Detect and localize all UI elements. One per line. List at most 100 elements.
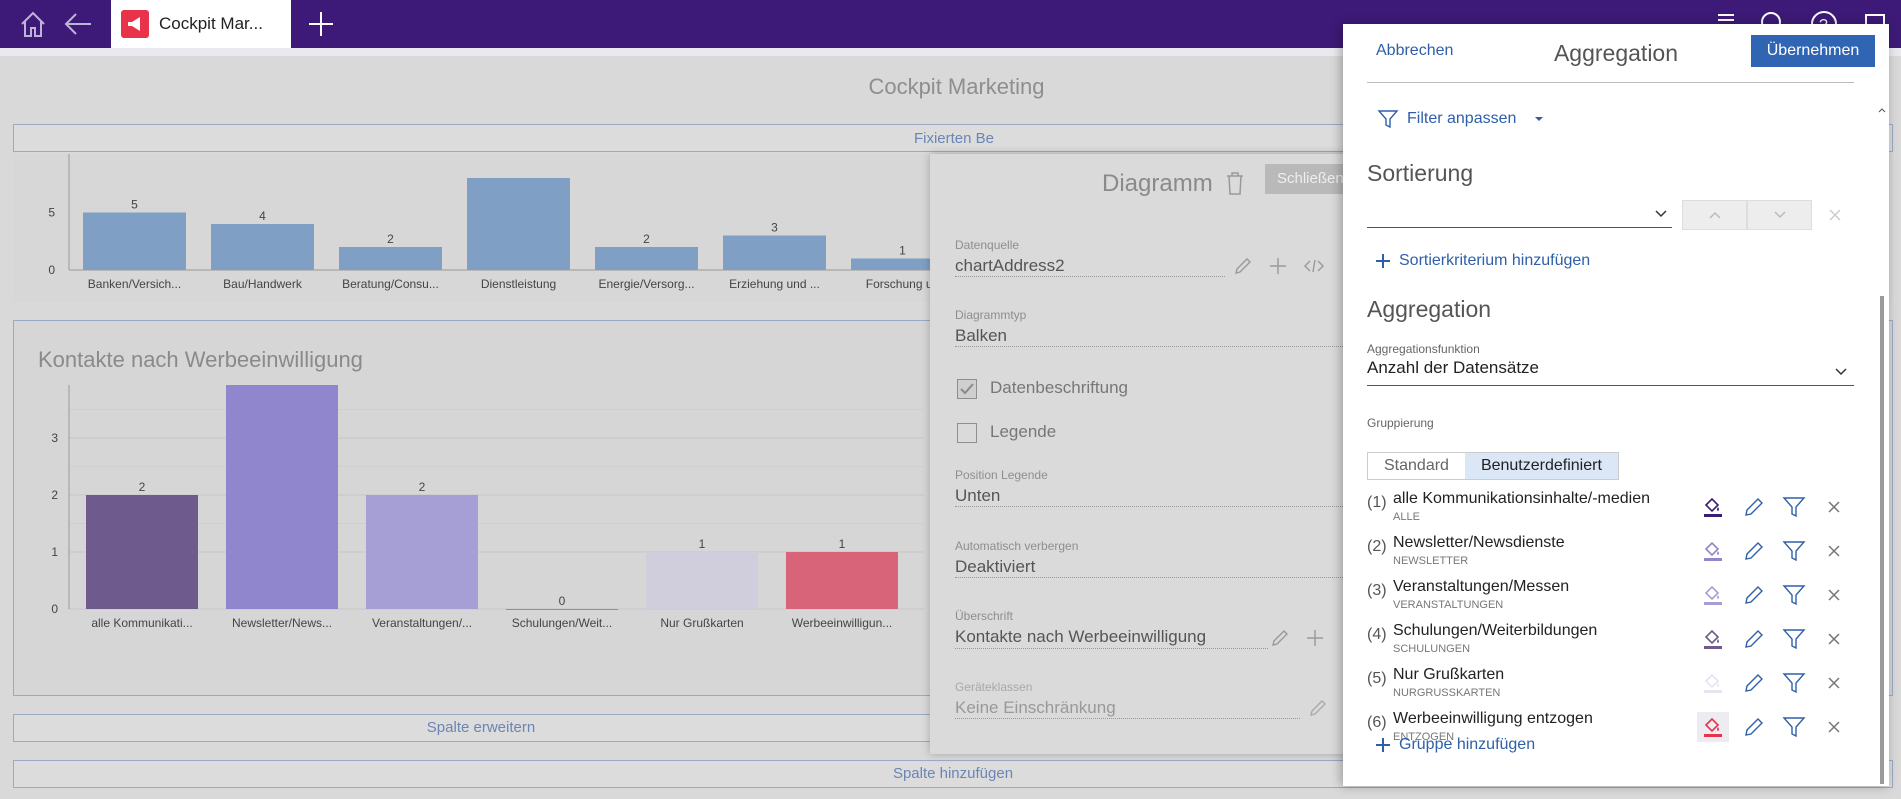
datasource-field[interactable]: Datenquelle chartAddress2 (955, 238, 1065, 276)
x-tick-label: Beratung/Consu... (342, 277, 439, 291)
device-class-field[interactable]: Geräteklassen Keine Einschränkung (955, 680, 1116, 718)
plus-icon[interactable] (1268, 256, 1288, 276)
cancel-button[interactable]: Abbrechen (1376, 42, 1454, 59)
extend-column-button[interactable]: Spalte erweitern (13, 714, 949, 742)
caret-down-icon[interactable] (1532, 112, 1546, 126)
x-tick-label: Veranstaltungen/... (372, 616, 472, 630)
datasource-label: Datenquelle (955, 238, 1020, 252)
legend-checkbox[interactable] (957, 423, 977, 443)
diagram-title: Diagramm (1102, 170, 1213, 197)
fill-color-icon[interactable] (1697, 536, 1729, 566)
group-row: (3) Veranstaltungen/Messen VERANSTALTUNGEN (1367, 578, 1867, 618)
filter-icon[interactable] (1778, 580, 1810, 610)
edit-icon[interactable] (1738, 668, 1770, 698)
apply-button[interactable]: Übernehmen (1751, 35, 1875, 67)
fill-color-icon[interactable] (1697, 580, 1729, 610)
edit-icon[interactable] (1738, 580, 1770, 610)
group-code: ALLE (1393, 511, 1420, 523)
fill-color-icon[interactable] (1697, 712, 1729, 742)
edit-heading-icon[interactable] (1270, 628, 1290, 648)
edit-icon[interactable] (1738, 536, 1770, 566)
grouping-toggle: Standard Benutzerdefiniert (1367, 452, 1619, 480)
group-label: alle Kommunikationsinhalte/-medien (1393, 490, 1651, 507)
data-label: 4 (259, 209, 266, 223)
remove-icon[interactable] (1818, 668, 1850, 698)
filter-icon[interactable] (1778, 492, 1810, 522)
bar (723, 235, 826, 270)
bar (226, 385, 338, 609)
group-label: Newsletter/Newsdienste (1393, 534, 1565, 551)
grouping-label: Gruppierung (1367, 416, 1434, 430)
fill-color-icon[interactable] (1697, 668, 1729, 698)
remove-icon[interactable] (1818, 624, 1850, 654)
list-icon[interactable] (1710, 6, 1746, 42)
x-tick-label: Nur Grußkarten (660, 616, 743, 630)
group-row: (4) Schulungen/Weiterbildungen SCHULUNGEN (1367, 622, 1867, 662)
sort-remove-icon[interactable] (1828, 208, 1842, 222)
remove-icon[interactable] (1818, 492, 1850, 522)
group-row: (2) Newsletter/Newsdienste NEWSLETTER (1367, 534, 1867, 574)
y-tick-label: 0 (51, 602, 58, 616)
group-code: NURGRUSSKARTEN (1393, 687, 1501, 699)
data-labels-checkbox[interactable] (957, 379, 977, 399)
edit-icon[interactable] (1738, 712, 1770, 742)
grouping-standard-tab[interactable]: Standard (1368, 453, 1465, 479)
sort-direction-buttons (1682, 200, 1812, 230)
filter-icon[interactable] (1778, 668, 1810, 698)
chart-type-field[interactable]: Diagrammtyp Balken (955, 308, 1026, 346)
bar (786, 552, 898, 609)
y-tick-label: 0 (48, 263, 55, 277)
sort-up-button[interactable] (1682, 200, 1747, 230)
trash-icon[interactable] (1224, 170, 1246, 196)
panel-divider (1367, 82, 1854, 83)
legend-position-label: Position Legende (955, 468, 1048, 482)
tab-cockpit-marketing[interactable]: Cockpit Mar... (111, 0, 291, 48)
grouping-custom-tab[interactable]: Benutzerdefiniert (1464, 453, 1618, 479)
group-label: Nur Grußkarten (1393, 666, 1505, 683)
y-tick-label: 3 (51, 431, 58, 445)
add-tab-icon[interactable] (303, 6, 339, 42)
data-label: 2 (419, 480, 426, 494)
autohide-field[interactable]: Automatisch verbergen Deaktiviert (955, 539, 1078, 577)
heading-label: Überschrift (955, 609, 1014, 623)
plus-heading-icon[interactable] (1305, 628, 1325, 648)
heading-field[interactable]: Überschrift Kontakte nach Werbeeinwillig… (955, 609, 1206, 647)
fill-color-icon[interactable] (1697, 492, 1729, 522)
legend-position-field[interactable]: Position Legende Unten (955, 468, 1048, 506)
edit-icon[interactable] (1233, 256, 1253, 276)
sort-select[interactable] (1367, 200, 1672, 228)
x-tick-label: Erziehung und ... (729, 277, 820, 291)
remove-icon[interactable] (1818, 712, 1850, 742)
chevron-down-icon (1655, 210, 1667, 218)
home-icon[interactable] (15, 6, 51, 42)
filter-icon[interactable] (1778, 624, 1810, 654)
group-code: ENTZOGEN (1393, 731, 1455, 743)
filter-link-label: Filter anpassen (1407, 110, 1517, 127)
back-icon[interactable] (60, 6, 96, 42)
sort-down-button[interactable] (1747, 200, 1812, 230)
x-tick-label: Newsletter/News... (232, 616, 332, 630)
x-tick-label: Werbeeinwilligun... (792, 616, 893, 630)
filter-icon[interactable] (1778, 712, 1810, 742)
autohide-label: Automatisch verbergen (955, 539, 1079, 553)
group-row: (1) alle Kommunikationsinhalte/-medien ALL… (1367, 490, 1867, 530)
chart-industries-svg: 0 5 5 Banken/Versich... 4 Bau/Handwerk 2 Beratu… (48, 154, 954, 291)
remove-icon[interactable] (1818, 536, 1850, 566)
filter-link[interactable]: Filter anpassen (1377, 108, 1546, 130)
remove-icon[interactable] (1818, 580, 1850, 610)
panel-scrollbar[interactable] (1878, 84, 1886, 799)
group-number: (3) (1367, 582, 1387, 599)
code-icon[interactable] (1303, 256, 1325, 276)
edit-icon[interactable] (1738, 624, 1770, 654)
add-sort-link[interactable]: Sortierkriterium hinzufügen (1375, 252, 1590, 270)
chart-type-label: Diagrammtyp (955, 308, 1027, 322)
fixed-area-label: Fixierten Be (913, 130, 995, 147)
bar (467, 178, 570, 270)
chevron-down-icon (1835, 368, 1847, 376)
edit-device-icon[interactable] (1308, 698, 1328, 718)
agg-func-select[interactable]: Anzahl der Datensätze (1367, 358, 1854, 386)
add-group-link[interactable]: Gruppe hinzufügen (1375, 736, 1535, 754)
fill-color-icon[interactable] (1697, 624, 1729, 654)
edit-icon[interactable] (1738, 492, 1770, 522)
filter-icon[interactable] (1778, 536, 1810, 566)
